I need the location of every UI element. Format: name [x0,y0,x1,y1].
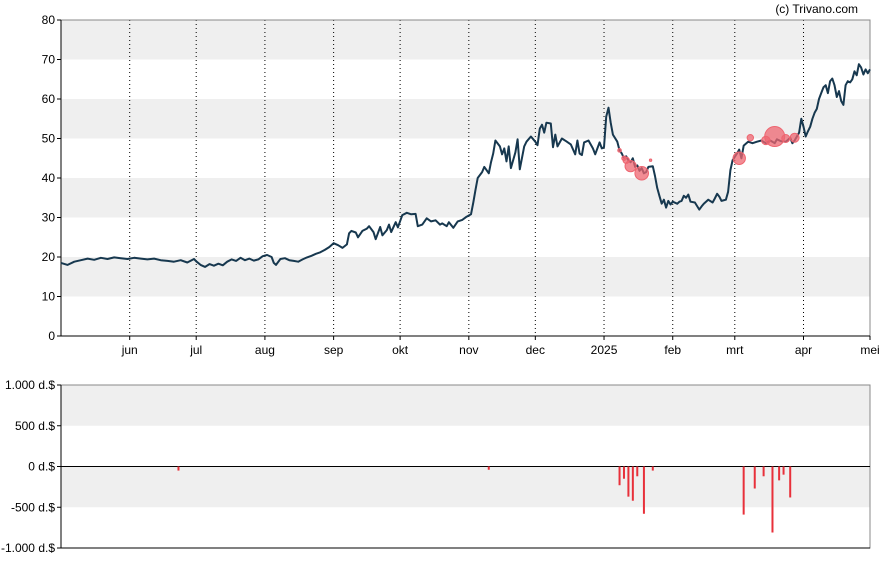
price-band [61,99,870,139]
insider-marker [624,160,637,173]
insider-marker [781,134,791,143]
price-x-tick-label: 2025 [591,343,618,357]
volume-bar [762,466,765,477]
volume-y-tick-label: 1.000 d.$ [5,378,55,392]
insider-markers [617,126,800,181]
price-y-tick-label: 70 [42,53,56,67]
price-x-tick-label: okt [392,343,409,357]
price-band [61,20,870,60]
price-x-tick-label: apr [795,343,812,357]
volume-bar [642,466,645,514]
price-y-tick-label: 30 [42,211,56,225]
volume-bar [778,466,781,481]
price-y-tick-label: 60 [42,92,56,106]
price-y-axis: 0 10 20 30 40 50 60 70 80 [42,13,61,343]
price-x-tick-label: dec [526,343,545,357]
volume-bar [782,466,785,475]
price-x-tick-label: jun [121,343,138,357]
price-y-tick-label: 10 [42,290,56,304]
volume-y-axis: 1.000 d.$ 500 d.$ 0 d.$ -500 d.$ -1.000 d.$ [1,378,61,555]
price-x-axis: jun jul aug sep okt nov dec 2025 feb mrt apr mei [121,336,880,357]
insider-marker [634,165,650,181]
insider-marker [617,148,622,153]
price-x-tick-label: jul [189,343,202,357]
volume-bar [618,466,621,486]
price-x-tick-label: sep [324,343,344,357]
price-y-tick-label: 40 [42,171,56,185]
volume-y-tick-label: -1.000 d.$ [1,541,55,555]
volume-bar [789,466,792,498]
price-y-tick-label: 80 [42,13,56,27]
price-series [60,63,871,268]
price-chart-bands [61,20,870,297]
volume-bar [753,466,756,489]
price-x-tick-label: aug [255,343,275,357]
price-line [60,63,871,268]
volume-y-tick-label: 0 d.$ [28,460,55,474]
price-x-tick-label: feb [664,343,681,357]
price-band [61,178,870,218]
price-x-tick-label: nov [459,343,478,357]
volume-y-tick-label: 500 d.$ [15,419,55,433]
insider-marker [648,158,653,162]
insider-marker [764,126,786,148]
volume-bar [631,466,634,501]
price-band [61,257,870,297]
insider-marker [789,132,800,143]
volume-bar [627,466,630,497]
price-x-tick-label: mrt [726,343,744,357]
volume-bar [487,466,490,470]
price-y-tick-label: 20 [42,250,56,264]
volume-bars [177,466,792,533]
volume-bar [177,466,180,471]
price-x-tick-label: mei [860,343,879,357]
volume-y-tick-label: -500 d.$ [11,500,55,514]
volume-bar [771,466,774,533]
volume-bar [651,466,654,471]
volume-bar [622,466,625,479]
volume-bar [636,466,639,477]
volume-band [61,385,870,426]
price-chart-gridlines [129,20,805,336]
volume-chart-bands [61,385,870,508]
volume-band [61,466,870,508]
insider-marker [746,134,755,142]
volume-bar [742,466,745,515]
price-y-tick-label: 50 [42,132,56,146]
credit-label: (c) Trivano.com [775,2,858,16]
price-y-tick-label: 0 [48,329,55,343]
insider-marker [732,151,746,165]
